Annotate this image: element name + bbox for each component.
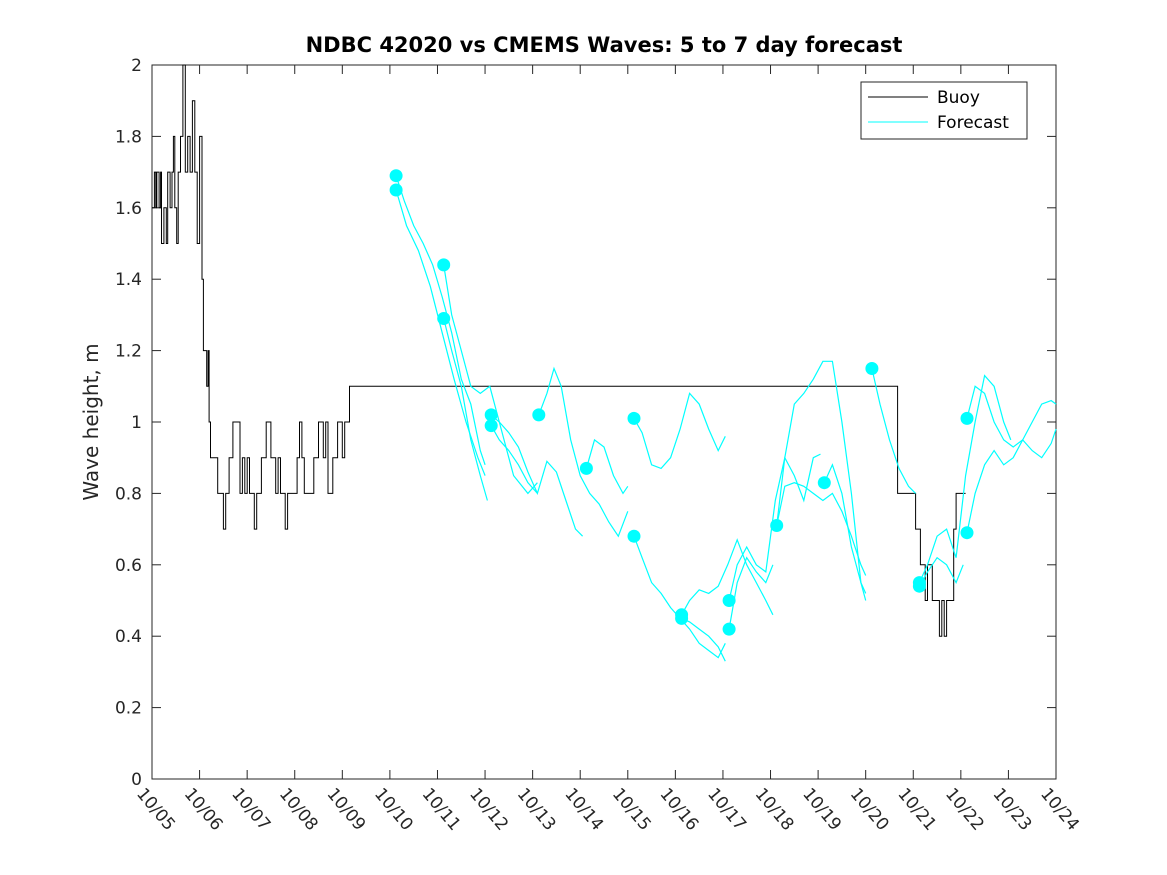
x-tick-label: 10/05 (132, 784, 179, 834)
x-tick-label: 10/19 (798, 784, 845, 834)
legend-label-buoy: Buoy (937, 88, 980, 108)
forecast-line-5 (490, 425, 538, 494)
legend-label-forecast: Forecast (937, 113, 1009, 133)
x-tick-label: 10/16 (656, 784, 703, 834)
y-axis-label: Wave height, m (79, 343, 103, 500)
forecast-line-20 (966, 385, 1057, 448)
x-tick-label: 10/09 (322, 784, 369, 834)
plot-area (151, 64, 1057, 780)
forecast-line-6 (538, 366, 629, 538)
forecast-line-2 (443, 264, 538, 495)
chart-title: NDBC 42020 vs CMEMS Waves: 5 to 7 day fo… (306, 33, 903, 57)
forecast-marker (722, 622, 736, 636)
forecast-series (395, 175, 1057, 662)
forecast-marker (865, 362, 879, 375)
forecast-line-1 (395, 189, 486, 476)
x-tick-label: 10/23 (989, 784, 1036, 834)
forecast-line-15 (776, 482, 867, 576)
forecast-line-7 (585, 438, 629, 495)
forecast-marker (770, 519, 784, 532)
forecast-markers (389, 169, 974, 636)
x-tick-label: 10/22 (941, 784, 988, 834)
forecast-marker (675, 611, 689, 625)
forecast-line-11 (681, 617, 726, 662)
x-tick-label: 10/20 (846, 784, 893, 834)
forecast-line-10 (681, 538, 774, 616)
y-tick-label: 0.4 (115, 627, 142, 647)
forecast-marker (437, 258, 451, 272)
forecast-marker (532, 408, 546, 422)
y-tick-label: 1.6 (115, 199, 142, 219)
forecast-line-18 (918, 374, 1012, 583)
x-tick-label: 10/17 (703, 784, 750, 834)
y-tick-label: 0.2 (115, 699, 142, 719)
forecast-marker (627, 529, 641, 543)
y-tick-label: 2 (131, 56, 142, 76)
forecast-marker (960, 526, 974, 540)
forecast-marker (722, 594, 736, 607)
forecast-marker (817, 476, 831, 490)
x-tick-label: 10/11 (418, 784, 465, 834)
forecast-marker (389, 169, 403, 183)
x-tick-label: 10/24 (1036, 784, 1083, 834)
legend-box (860, 81, 1028, 140)
forecast-line-16 (823, 463, 867, 594)
forecast-line-19 (918, 556, 964, 587)
forecast-marker (389, 183, 403, 197)
x-tick-label: 10/14 (560, 784, 607, 834)
forecast-line-14 (776, 360, 867, 601)
x-tick-label: 10/18 (751, 784, 798, 834)
x-tick-label: 10/21 (893, 784, 940, 834)
forecast-line-13 (728, 556, 774, 630)
forecast-marker (579, 461, 593, 475)
forecast-line-8 (633, 392, 726, 470)
forecast-marker (912, 579, 926, 593)
forecast-marker (484, 419, 498, 433)
forecast-line-12 (728, 453, 821, 601)
x-tick-label: 10/07 (227, 784, 274, 834)
y-tick-label: 0.8 (115, 484, 142, 504)
x-tick-label: 10/13 (513, 784, 560, 834)
forecast-line-0 (395, 175, 486, 465)
y-tick-label: 1.8 (115, 127, 142, 147)
forecast-line-21 (966, 428, 1057, 533)
x-tick-label: 10/06 (180, 784, 227, 834)
y-tick-label: 1.4 (115, 270, 142, 290)
y-tick-label: 1 (131, 413, 142, 433)
forecast-marker (627, 411, 641, 425)
x-tick-label: 10/12 (465, 784, 512, 834)
forecast-marker (960, 411, 974, 425)
forecast-line-3 (443, 318, 488, 501)
x-tick-label: 10/10 (370, 784, 417, 834)
legend: Buoy Forecast (860, 81, 1028, 140)
buoy-series (152, 64, 966, 637)
y-tick-label: 0 (131, 770, 142, 790)
y-tick-label: 0.6 (115, 556, 142, 576)
x-tick-label: 10/15 (608, 784, 655, 834)
forecast-marker (437, 312, 451, 325)
buoy-line (152, 64, 966, 637)
y-tick-label: 1.2 (115, 342, 142, 362)
x-tick-label: 10/08 (275, 784, 322, 834)
forecast-line-17 (871, 368, 917, 494)
forecast-marker (484, 408, 498, 422)
